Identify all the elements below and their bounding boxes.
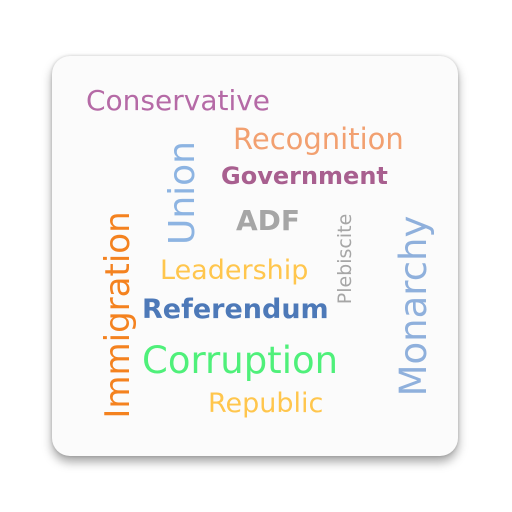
word-referendum: Referendum [142,294,329,325]
word-leadership: Leadership [160,255,309,286]
word-recognition: Recognition [233,122,404,156]
word-republic: Republic [208,388,324,419]
word-corruption: Corruption [142,339,339,382]
word-government: Government [221,162,388,190]
word-plebiscite: Plebiscite [334,213,356,305]
word-immigration: Immigration [98,211,138,419]
word-union: Union [162,141,203,246]
word-conservative: Conservative [86,84,271,117]
word-monarchy: Monarchy [392,215,435,397]
word-cloud-card[interactable]: Conservative Recognition Government Unio… [52,56,458,456]
word-adf: ADF [236,204,301,237]
